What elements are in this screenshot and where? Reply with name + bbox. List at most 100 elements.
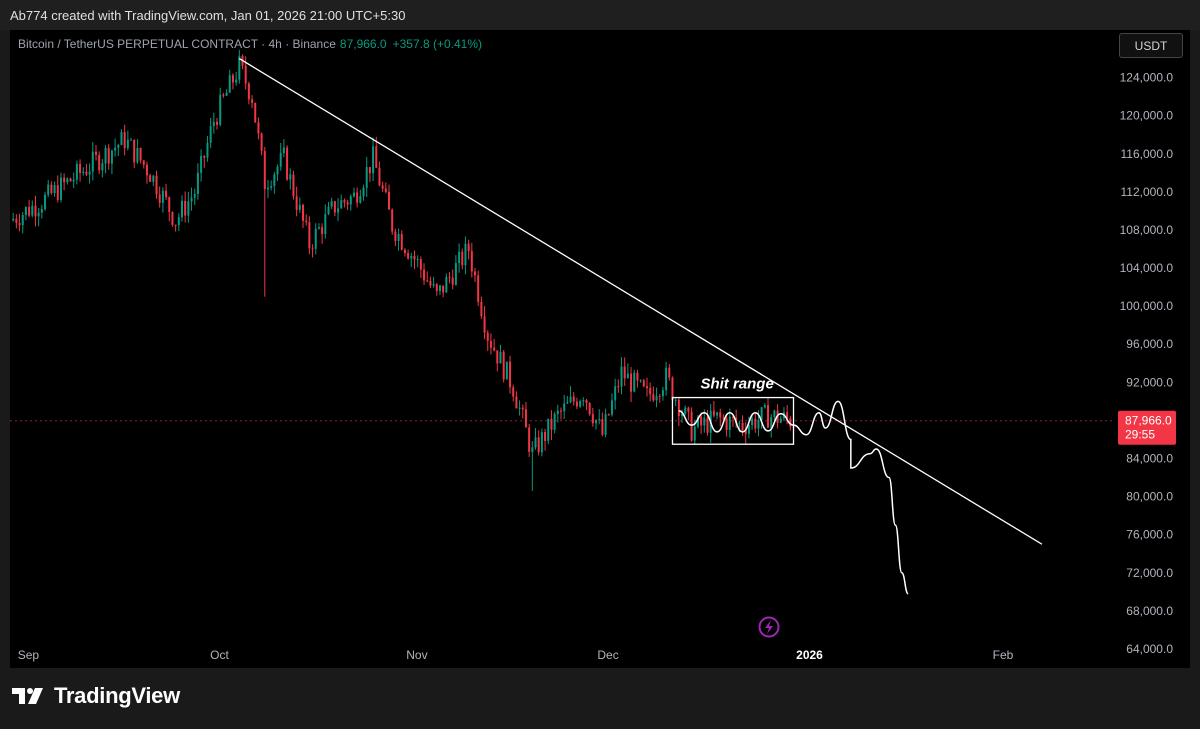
candle-body: [582, 400, 585, 402]
y-tick-label: 116,000.0: [1121, 147, 1174, 161]
candle-body: [251, 99, 254, 103]
candle-body: [754, 418, 757, 429]
x-tick-label: Dec: [597, 648, 618, 662]
candle-body: [595, 420, 598, 424]
candle-body: [308, 222, 311, 249]
candle-body: [725, 418, 728, 430]
candle-body: [247, 83, 250, 100]
candle-body: [101, 163, 104, 171]
candle-body: [190, 197, 193, 202]
candle-body: [196, 172, 199, 194]
tradingview-logo[interactable]: TradingView: [12, 683, 180, 709]
candle-body: [126, 139, 129, 149]
candle-body: [722, 417, 725, 419]
y-tick-label: 120,000.0: [1120, 109, 1174, 123]
candle-body: [604, 414, 607, 435]
candle-body: [671, 377, 674, 400]
candle-body: [773, 410, 776, 418]
candle-body: [620, 366, 623, 387]
candle-body: [317, 227, 320, 229]
chart-frame[interactable]: [10, 30, 1190, 668]
y-tick-label: 112,000.0: [1121, 185, 1174, 199]
candle-body: [521, 407, 524, 410]
y-tick-label: 96,000.0: [1126, 337, 1173, 351]
candle-body: [598, 419, 601, 421]
candle-body: [744, 430, 747, 434]
projection-drawing: [678, 400, 909, 595]
candle-body: [381, 185, 384, 189]
candle-body: [630, 373, 633, 392]
candle-body: [158, 194, 161, 203]
candle-body: [505, 361, 508, 380]
footer: [0, 668, 1200, 729]
candle-body: [645, 386, 648, 389]
candle-body: [458, 251, 461, 264]
candle-body: [40, 209, 43, 213]
candle-body: [75, 163, 78, 180]
candle-body: [24, 207, 27, 216]
candle-body: [177, 217, 180, 226]
candle-body: [712, 410, 715, 416]
candle-body: [292, 174, 295, 197]
candle-body: [337, 208, 340, 213]
candle-body: [426, 280, 429, 282]
candle-body: [687, 407, 690, 412]
candle-body: [789, 418, 792, 427]
y-tick-label: 68,000.0: [1126, 604, 1173, 618]
candle-body: [575, 401, 578, 407]
candle-body: [690, 411, 693, 441]
candle-body: [610, 400, 613, 415]
candle-body: [432, 284, 435, 286]
candle-body: [451, 277, 454, 285]
candle-body: [346, 202, 349, 205]
candle-body: [171, 212, 174, 225]
candle-body: [235, 79, 238, 83]
candle-body: [728, 416, 731, 430]
candle-body: [560, 410, 562, 412]
candle-body: [547, 418, 550, 441]
candle-body: [429, 280, 432, 286]
candle-body: [588, 402, 591, 415]
candle-body: [467, 243, 470, 252]
candle-body: [579, 401, 582, 407]
candle-body: [63, 177, 66, 183]
candle-body: [21, 215, 24, 226]
candle-body: [438, 285, 441, 291]
candle-body: [302, 204, 305, 221]
candle-body: [225, 92, 228, 96]
candle-body: [423, 269, 426, 281]
candle-body: [212, 121, 215, 127]
candle-body: [244, 65, 247, 84]
candle-body: [757, 419, 760, 429]
candle-body: [117, 145, 120, 148]
candle-body: [356, 192, 359, 203]
candle-body: [747, 425, 750, 434]
lightning-event-icon[interactable]: [758, 616, 780, 638]
candle-body: [537, 437, 540, 453]
candle-body: [34, 205, 37, 217]
symbol-legend[interactable]: Bitcoin / TetherUS PERPETUAL CONTRACT · …: [18, 37, 482, 51]
candle-body: [305, 220, 308, 223]
candle-body: [563, 403, 566, 412]
candle-body: [413, 255, 416, 260]
currency-button[interactable]: USDT: [1119, 33, 1183, 58]
attribution-text: Ab774 created with TradingView.com, Jan …: [10, 8, 406, 23]
candle-body: [123, 132, 126, 149]
candle-body: [403, 249, 406, 254]
tradingview-logo-icon: [12, 688, 43, 704]
candle-body: [184, 200, 187, 216]
candle-body: [59, 177, 62, 200]
candle-body: [82, 171, 85, 173]
candle-body: [15, 218, 18, 223]
candle-body: [203, 155, 206, 158]
candle-body: [706, 417, 709, 433]
candle-body: [133, 139, 136, 163]
candle-body: [200, 155, 203, 173]
candle-body: [107, 147, 110, 164]
candle-body: [741, 422, 744, 431]
candle-body: [375, 146, 378, 168]
candle-body: [751, 418, 754, 426]
candle-body: [120, 132, 123, 146]
last-price-label: [1118, 410, 1176, 445]
